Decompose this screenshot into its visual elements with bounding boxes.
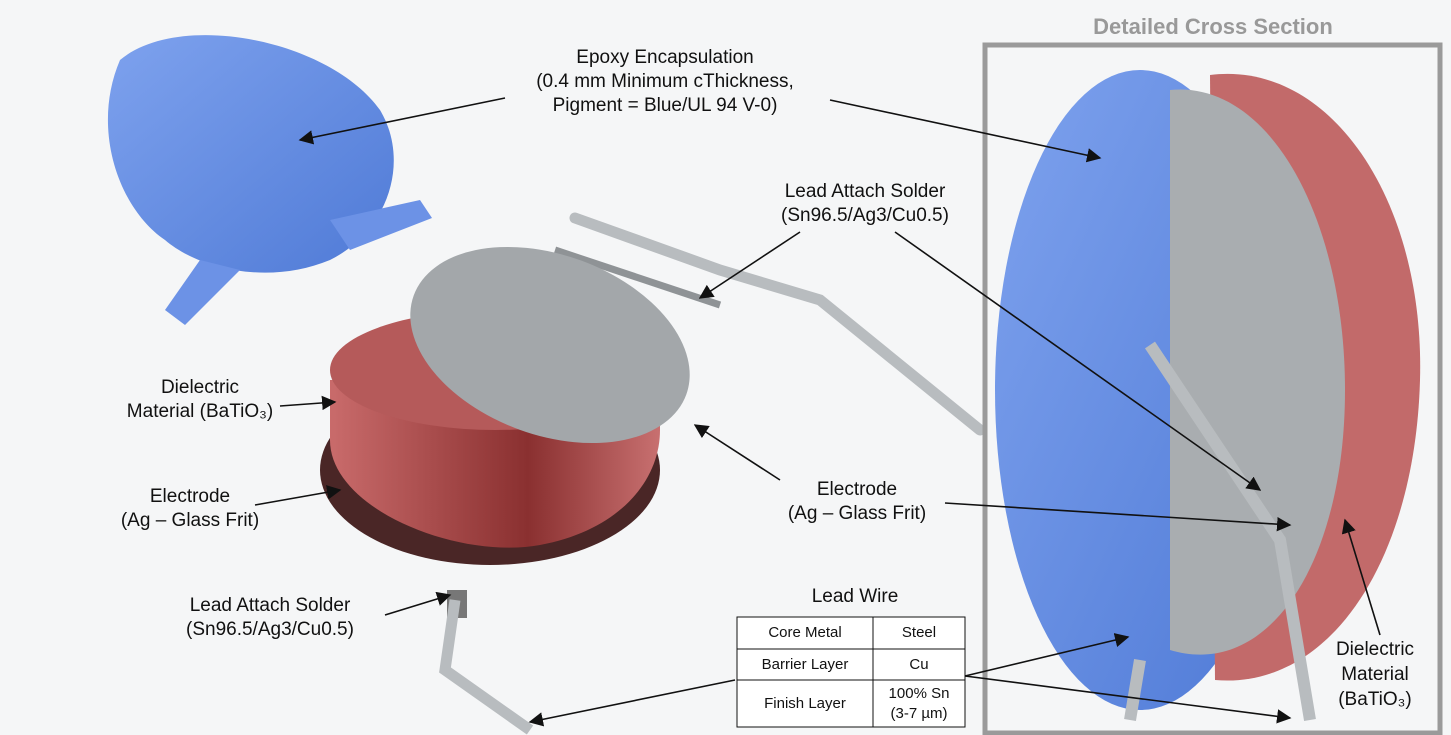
label: (Sn96.5/Ag3/Cu0.5)	[186, 619, 354, 640]
label: Electrode	[817, 479, 897, 500]
label: Electrode	[150, 486, 230, 507]
page: Detailed Cross Section Epoxy Encapsulati…	[0, 0, 1451, 735]
lead-wire-table: Core Metal Steel Barrier Layer Cu Finish…	[737, 617, 965, 727]
table-cell: Cu	[909, 656, 928, 673]
label: Dielectric	[161, 377, 239, 398]
label: Lead Attach Solder	[190, 595, 351, 616]
epoxy-part	[108, 35, 432, 325]
label: (BaTiO₃)	[1338, 689, 1412, 710]
table-cell: Core Metal	[768, 624, 841, 641]
label: (Ag – Glass Frit)	[788, 503, 926, 524]
label: Lead Attach Solder	[785, 181, 946, 202]
label: (Sn96.5/Ag3/Cu0.5)	[781, 205, 949, 226]
table-cell: Barrier Layer	[762, 656, 849, 673]
label: Dielectric	[1336, 639, 1414, 660]
label: Material	[1341, 664, 1409, 685]
diagram: Detailed Cross Section Epoxy Encapsulati…	[0, 0, 1451, 735]
cross-section	[995, 70, 1420, 720]
table-cell: 100% Sn	[889, 685, 950, 702]
section-title: Detailed Cross Section	[1093, 14, 1333, 39]
label: Material (BaTiO₃)	[127, 401, 273, 422]
table-title: Lead Wire	[812, 586, 899, 607]
label: Epoxy Encapsulation	[576, 47, 753, 68]
table-cell: Steel	[902, 624, 936, 641]
label: (0.4 mm Minimum cThickness,	[536, 71, 794, 92]
table-cell: (3-7 µm)	[891, 705, 948, 722]
label: Pigment = Blue/UL 94 V-0)	[553, 95, 778, 116]
label: (Ag – Glass Frit)	[121, 510, 259, 531]
table-cell: Finish Layer	[764, 695, 846, 712]
disc-stack	[320, 211, 717, 730]
